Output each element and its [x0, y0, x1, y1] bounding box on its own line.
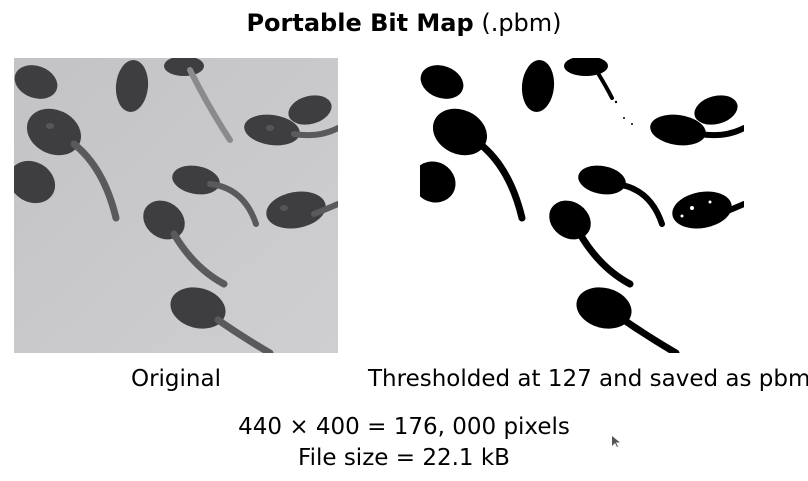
thresholded-caption: Thresholded at 127 and saved as pbm — [368, 366, 808, 392]
original-tadpoles-picture — [14, 58, 338, 353]
mouse-pointer-icon — [612, 436, 620, 447]
file-size: File size = 22.1 kB — [298, 445, 510, 471]
pixel-count: 440 × 400 = 176, 000 pixels — [238, 414, 570, 440]
slide-title: Portable Bit Map (.pbm) — [0, 8, 808, 38]
original-image — [14, 58, 338, 353]
thresholded-image — [420, 58, 744, 353]
original-caption: Original — [130, 366, 221, 392]
title-format: (.pbm) — [481, 9, 562, 37]
title-main: Portable Bit Map — [246, 9, 474, 37]
thresholded-tadpoles-picture — [420, 58, 744, 353]
